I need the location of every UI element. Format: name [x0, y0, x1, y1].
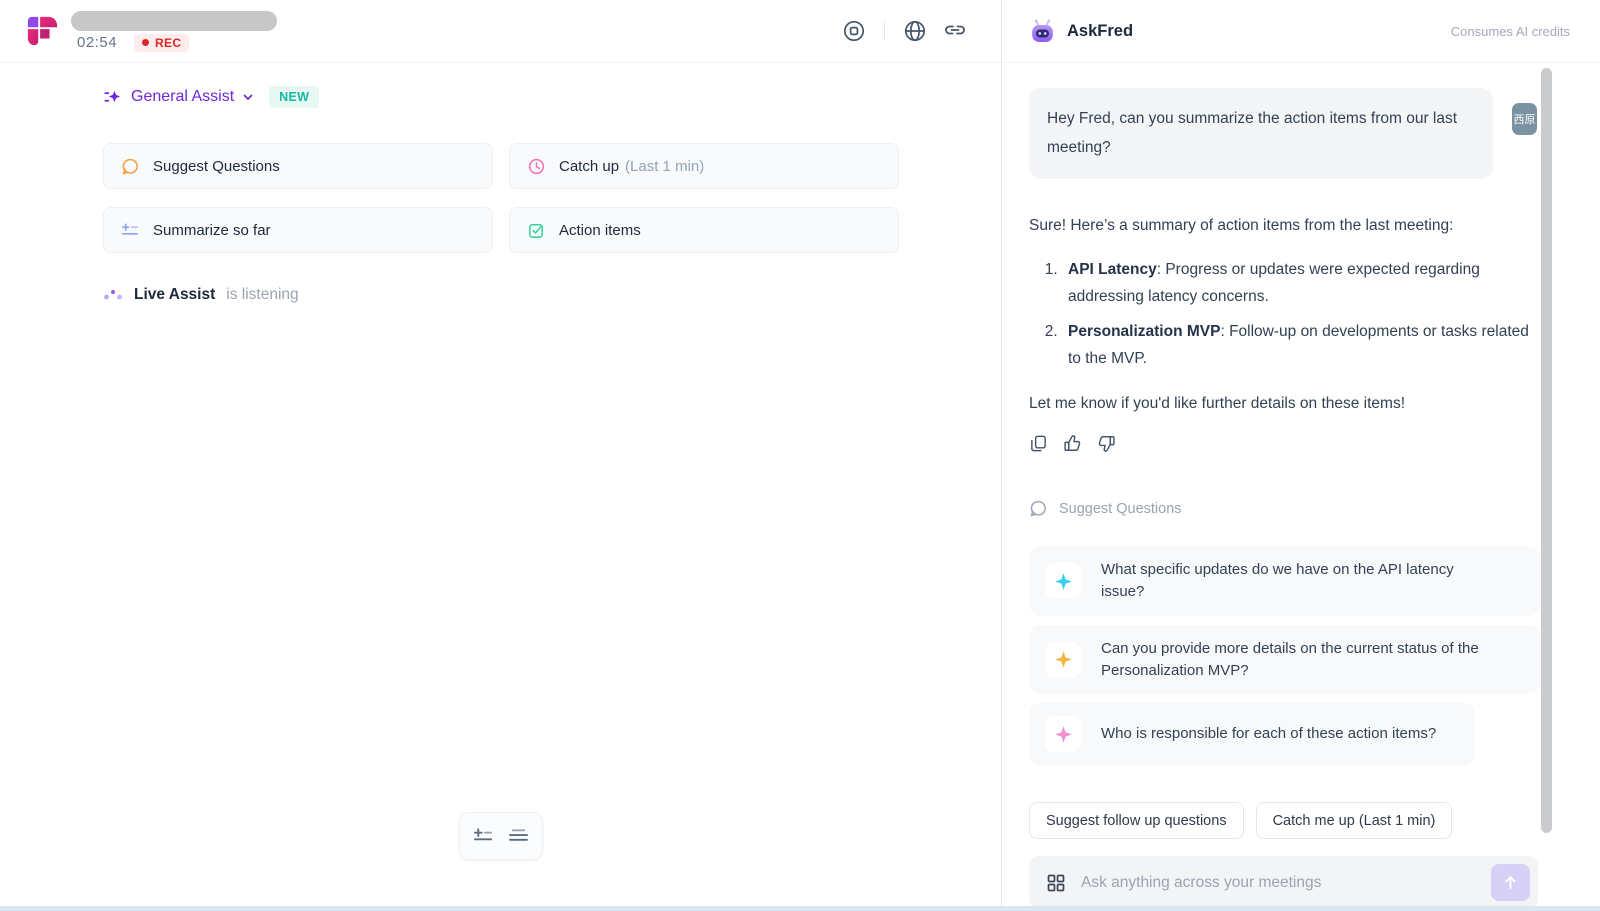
suggest-questions-title: Suggest Questions — [1059, 500, 1182, 517]
askfred-header: AskFred Consumes AI credits — [1002, 0, 1600, 63]
thumbs-up-icon — [1064, 435, 1081, 452]
suggested-question-text: Who is responsible for each of these act… — [1101, 725, 1437, 743]
action-item: API Latency: Progress or updates were ex… — [1062, 257, 1545, 310]
suggest-followup-button[interactable]: Suggest follow up questions — [1029, 802, 1244, 840]
summarize-so-far-button[interactable]: Summarize so far — [103, 207, 493, 253]
arrow-up-icon — [1505, 876, 1516, 890]
copy-icon — [1031, 435, 1046, 452]
suggested-question-text: Can you provide more details on the curr… — [1101, 639, 1479, 679]
rec-badge: REC — [134, 33, 190, 52]
quick-action-label: Action items — [559, 221, 641, 239]
transcript-view-button[interactable] — [509, 827, 528, 845]
live-assist-dots-icon — [104, 290, 122, 300]
fred-bot-icon — [1032, 19, 1053, 42]
suggested-questions: What specific updates do we have on the … — [1029, 546, 1600, 766]
suggested-question-card[interactable]: Who is responsible for each of these act… — [1029, 703, 1475, 766]
sparkle-pink-icon — [1045, 716, 1081, 753]
left-header: 02:54 REC — [0, 0, 1001, 63]
language-button[interactable] — [895, 11, 935, 51]
header-divider — [884, 21, 885, 41]
action-items-list: API Latency: Progress or updates were ex… — [1029, 257, 1545, 373]
bottom-edge-strip — [0, 906, 1600, 911]
live-assist-state: is listening — [226, 286, 299, 303]
apps-grid-icon[interactable] — [1046, 873, 1066, 893]
ai-response-intro: Sure! Here’s a summary of action items f… — [1029, 217, 1454, 235]
thumbs-down-button[interactable] — [1097, 434, 1116, 453]
quick-action-label: Catch up — [559, 157, 620, 175]
suggested-question-card[interactable]: Can you provide more details on the curr… — [1029, 624, 1540, 695]
quick-action-label: Summarize so far — [153, 221, 271, 239]
meeting-title-redacted — [71, 10, 277, 31]
add-note-icon — [474, 828, 493, 841]
chat-bubble-icon — [1030, 501, 1046, 517]
ai-response: Sure! Here’s a summary of action items f… — [1029, 213, 1545, 417]
quick-action-label: Suggest Questions — [153, 157, 280, 175]
quick-action-suffix: (Last 1 min) — [625, 157, 705, 175]
copy-link-button[interactable] — [935, 11, 975, 51]
notes-lines-icon — [509, 829, 528, 841]
chat-body: Hey Fred, can you summarize the action i… — [1002, 63, 1600, 911]
globe-icon — [904, 20, 926, 42]
thumbs-down-icon — [1098, 436, 1115, 453]
message-actions — [1029, 434, 1600, 453]
live-assist-title: Live Assist — [134, 286, 216, 303]
stop-record-button[interactable] — [834, 11, 874, 51]
quick-actions-grid: Suggest Questions Catch up (Last 1 min) — [103, 143, 899, 253]
suggested-question-text: What specific updates do we have on the … — [1101, 561, 1454, 601]
askfred-title: AskFred — [1067, 21, 1134, 40]
view-toolbar — [459, 812, 543, 860]
suggest-questions-button[interactable]: Suggest Questions — [103, 143, 493, 189]
translate-extension-badge[interactable]: 西原 — [1512, 103, 1537, 135]
askfred-panel: AskFred Consumes AI credits Hey Fred, ca… — [1002, 0, 1600, 911]
action-items-button[interactable]: Action items — [509, 207, 899, 253]
assist-content: General Assist NEW Suggest Questions — [0, 63, 1001, 304]
meeting-panel: 02:54 REC — [0, 0, 1002, 911]
chevron-down-icon[interactable] — [241, 90, 255, 104]
add-note-button[interactable] — [474, 827, 493, 845]
sparkles-icon — [104, 90, 121, 102]
assist-mode-selector[interactable]: General Assist — [131, 88, 235, 105]
suggest-questions-section: Suggest Questions — [1029, 499, 1600, 518]
catch-up-button[interactable]: Catch up (Last 1 min) — [509, 143, 899, 189]
rec-dot-icon — [142, 39, 150, 46]
sparkle-cyan-icon — [1045, 563, 1081, 600]
live-assist-status: Live Assist is listening — [103, 286, 1001, 304]
action-item: Personalization MVP: Follow-up on develo… — [1062, 319, 1545, 372]
checkbox-icon — [529, 223, 543, 238]
catch-me-up-button[interactable]: Catch me up (Last 1 min) — [1255, 802, 1453, 840]
ask-input-container — [1029, 856, 1538, 910]
ai-response-outro: Let me know if you'd like further detail… — [1029, 394, 1406, 412]
sparkle-amber-icon — [1045, 641, 1081, 678]
meeting-title-block: 02:54 REC — [71, 10, 277, 52]
summary-lines-icon — [122, 222, 139, 235]
clock-icon — [528, 158, 545, 174]
recording-timer: 02:54 — [77, 34, 118, 51]
chat-bubble-icon — [122, 158, 138, 175]
panel-scrollbar[interactable] — [1541, 68, 1552, 833]
send-button[interactable] — [1491, 864, 1530, 902]
ask-anything-input[interactable] — [1081, 873, 1476, 892]
assist-mode-row: General Assist NEW — [103, 86, 1001, 108]
suggested-question-card[interactable]: What specific updates do we have on the … — [1029, 546, 1540, 616]
copy-response-button[interactable] — [1029, 434, 1048, 453]
user-message-bubble: Hey Fred, can you summarize the action i… — [1029, 88, 1493, 180]
credits-note: Consumes AI credits — [1450, 23, 1570, 39]
thumbs-up-button[interactable] — [1063, 434, 1082, 453]
link-icon — [945, 25, 965, 35]
stop-record-icon — [843, 20, 865, 42]
chat-shortcut-buttons: Suggest follow up questions Catch me up … — [1029, 802, 1600, 840]
fireflies-logo — [27, 16, 58, 46]
new-badge: NEW — [269, 86, 320, 108]
